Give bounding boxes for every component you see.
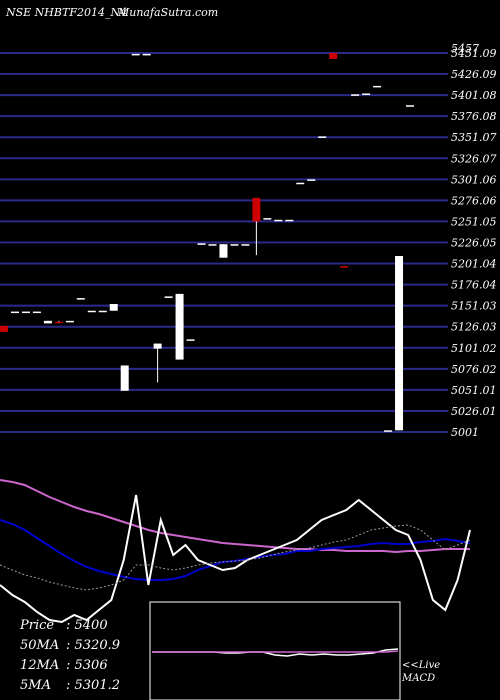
y-tick-label: 5457	[451, 42, 479, 55]
candle-body	[340, 266, 349, 268]
macd-line	[152, 650, 399, 653]
site-title: MunafaSutra.com	[117, 6, 218, 19]
y-tick-label: 5376.08	[451, 110, 497, 123]
candle-body	[142, 53, 151, 56]
candle-body	[21, 311, 30, 314]
y-tick-label: 5151.03	[451, 300, 497, 313]
candle-body	[197, 243, 206, 245]
y-tick-label: 5451.09	[451, 47, 497, 60]
symbol-title: NSE NHBTF2014_N4	[5, 6, 127, 19]
y-tick-label: 5201.04	[451, 258, 497, 271]
moving-average-panel	[0, 479, 471, 624]
y-tick-label: 5126.03	[451, 321, 497, 334]
y-tick-label: 5351.07	[451, 131, 497, 144]
candle-body	[87, 310, 96, 313]
candle-body	[10, 311, 19, 314]
candle-body	[230, 244, 239, 246]
candle-body	[406, 105, 414, 107]
y-tick-label: 5251.05	[451, 215, 497, 228]
macd-label-live: <<Live	[402, 660, 440, 671]
candle-body	[131, 53, 140, 56]
macd-label-title: MACD	[401, 673, 435, 684]
candle-body	[307, 179, 316, 181]
y-tick-label: 5301.06	[451, 173, 497, 186]
candle-body	[241, 244, 250, 246]
candle-body	[285, 219, 294, 222]
candle-body	[384, 430, 393, 432]
candle-body	[318, 136, 327, 138]
ma-line	[0, 524, 471, 591]
candle-body	[208, 244, 217, 246]
y-tick-label: 5051.01	[451, 384, 497, 397]
y-tick-label: 5101.02	[451, 342, 497, 355]
y-tick-label: 5226.05	[451, 236, 497, 249]
candle-body	[175, 293, 184, 360]
candle-body	[274, 219, 283, 222]
candle-body	[76, 298, 85, 300]
info-block: Price : 5400 50MA : 5320.9 12MA : 5306 5…	[19, 618, 120, 693]
candle-body	[186, 339, 195, 341]
ma-line	[0, 479, 470, 554]
y-tick-label: 5076.02	[451, 363, 497, 376]
price-label: Price	[19, 618, 54, 633]
candlestick-series	[0, 53, 414, 432]
y-tick-label: 5001	[451, 426, 479, 439]
candle-body	[43, 320, 52, 324]
macd-panel	[152, 648, 399, 657]
candle-body	[109, 304, 118, 311]
price-grid	[0, 51, 448, 433]
candle-body	[296, 182, 305, 185]
y-tick-label: 5026.01	[451, 405, 497, 418]
ma5-value: : 5301.2	[66, 678, 120, 693]
ma50-label: 50MA	[20, 638, 59, 653]
y-tick-label: 5176.04	[451, 279, 497, 292]
candle-body	[0, 325, 8, 332]
macd-panel-frame	[149, 601, 401, 700]
candle-body	[351, 94, 360, 96]
price-value: : 5400	[66, 618, 108, 633]
y-tick-label: 5426.09	[451, 68, 497, 81]
candle-body	[32, 311, 41, 314]
y-tick-label: 5401.08	[451, 89, 497, 102]
candle-body	[153, 343, 162, 349]
ma12-value: : 5306	[66, 658, 108, 673]
y-tick-label: 5326.07	[451, 152, 497, 165]
candle-body	[98, 310, 107, 313]
candle-body	[54, 321, 63, 324]
y-tick-label: 5276.06	[451, 194, 497, 207]
candle-body	[252, 197, 261, 222]
ma12-label: 12MA	[20, 658, 59, 673]
candle-body	[373, 85, 382, 88]
candle-body	[362, 93, 371, 95]
ma5-label: 5MA	[20, 678, 51, 693]
candle-body	[65, 320, 74, 323]
candle-body	[263, 218, 272, 220]
candle-body	[395, 256, 404, 431]
candle-body	[329, 53, 338, 59]
candle-body	[164, 296, 173, 298]
candle-body	[120, 365, 129, 391]
candle-body	[219, 244, 228, 258]
ma50-value: : 5320.9	[66, 638, 120, 653]
ma-line	[0, 519, 471, 581]
